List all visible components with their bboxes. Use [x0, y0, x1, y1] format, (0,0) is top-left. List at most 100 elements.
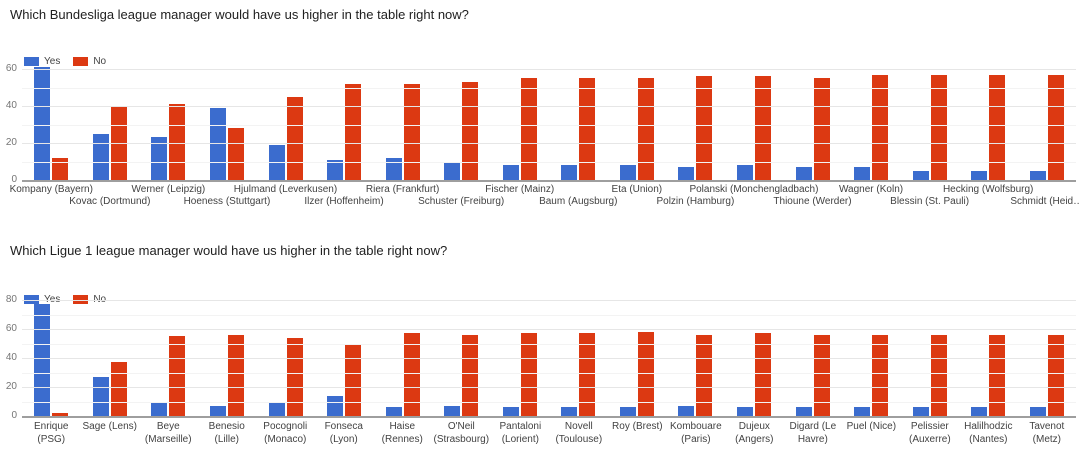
bar-group — [549, 300, 608, 416]
bar-group — [1018, 69, 1077, 180]
bar-yes — [502, 407, 519, 416]
legend: Yes No — [24, 294, 119, 305]
plot-area: 0 20 40 60 — [6, 64, 1077, 185]
bar-yes — [971, 407, 988, 416]
bar-no — [696, 334, 713, 416]
category-label: Fonseca (Lyon) — [324, 421, 363, 445]
bar-no — [813, 334, 830, 416]
bar-no — [872, 74, 889, 180]
gridline — [22, 300, 1076, 301]
bar-no — [169, 104, 186, 180]
legend-item-no: No — [73, 294, 106, 305]
bar-group — [373, 69, 432, 180]
bar-no — [930, 74, 947, 180]
category-label: Sage (Lens) — [82, 421, 137, 432]
gridline — [22, 314, 1076, 316]
category-label: Novell (Toulouse) — [555, 421, 603, 445]
category-label: Roy (Brest) — [612, 421, 663, 432]
bar-no — [462, 81, 479, 180]
bars-container — [22, 300, 1076, 416]
bar-no — [345, 83, 362, 180]
bar-no — [520, 78, 537, 180]
bar-yes — [737, 165, 754, 180]
bar-no — [462, 334, 479, 416]
gridline — [22, 401, 1076, 403]
bar-group — [315, 300, 374, 416]
bar-group — [666, 300, 725, 416]
bar-no — [872, 334, 889, 416]
bar-yes — [912, 407, 929, 416]
category-label: Fischer (Mainz) — [485, 184, 555, 195]
bar-yes — [619, 407, 636, 416]
category-label: Puel (Nice) — [846, 421, 897, 432]
bar-group — [491, 300, 550, 416]
bar-yes — [1029, 407, 1046, 416]
bar-group — [198, 300, 257, 416]
category-label: Enrique (PSG) — [34, 421, 69, 445]
bar-yes — [795, 167, 812, 180]
bar-no — [1047, 334, 1064, 416]
bar-group — [608, 300, 667, 416]
bar-group — [783, 69, 842, 180]
gridline — [22, 161, 1076, 163]
bar-yes — [561, 165, 578, 180]
y-axis-tick-label: 20 — [5, 137, 17, 148]
category-label: Beye (Marseille) — [144, 421, 192, 445]
gridline — [22, 69, 1076, 70]
gridline — [22, 329, 1076, 330]
category-label: Halilhodzic (Nantes) — [964, 421, 1013, 445]
bar-yes — [854, 167, 871, 180]
bar-yes — [92, 133, 109, 180]
bar-group — [959, 69, 1018, 180]
bar-no — [579, 333, 596, 416]
y-axis-tick-label: 40 — [5, 100, 17, 111]
bar-group — [491, 69, 550, 180]
legend: Yes No — [24, 56, 119, 67]
gridline — [22, 372, 1076, 374]
x-axis-labels: Kompany (Bayern) Kovac (Dortmund) Werner (… — [10, 184, 1080, 212]
bar-group — [1018, 300, 1077, 416]
bar-no — [227, 334, 244, 416]
category-label: Hjulmand (Leverkusen) — [233, 184, 338, 195]
legend-item-yes: Yes — [24, 56, 60, 67]
category-label: Blessin (St. Pauli) — [890, 196, 970, 207]
y-axis-tick-label: 60 — [5, 323, 17, 334]
category-label: Kombouare (Paris) — [669, 421, 722, 445]
bar-yes — [268, 402, 285, 416]
bar-group — [725, 69, 784, 180]
y-axis-tick-label: 0 — [11, 174, 17, 185]
bar-yes — [34, 67, 51, 180]
bar-group — [783, 300, 842, 416]
category-label: Dujeux (Angers) — [735, 421, 774, 445]
category-label: Benesio (Lille) — [208, 421, 245, 445]
category-label: Digard (Le Havre) — [789, 421, 837, 445]
bar-yes — [912, 170, 929, 180]
bar-group — [373, 300, 432, 416]
category-label: Thioune (Werder) — [773, 196, 852, 207]
category-label: Kovac (Dortmund) — [69, 196, 151, 207]
legend-label: Yes — [44, 294, 60, 305]
bar-no — [755, 333, 772, 416]
bar-group — [139, 300, 198, 416]
bar-no — [286, 337, 303, 416]
gridline — [22, 87, 1076, 89]
bar-no — [110, 362, 127, 416]
category-label: Werner (Leipzig) — [131, 184, 206, 195]
legend-label: No — [93, 294, 106, 305]
bar-yes — [327, 395, 344, 416]
bar-yes — [619, 165, 636, 180]
bar-yes — [795, 407, 812, 416]
category-label: Polanski (Monchengladbach) — [689, 184, 819, 195]
legend-label: Yes — [44, 56, 61, 67]
gridline — [22, 343, 1076, 345]
bar-yes — [385, 407, 402, 416]
bar-group — [842, 300, 901, 416]
legend-label: No — [93, 56, 107, 67]
bar-group — [549, 69, 608, 180]
category-label: Riera (Frankfurt) — [365, 184, 440, 195]
bar-yes — [678, 167, 695, 180]
category-label: Wagner (Koln) — [838, 184, 904, 195]
bar-yes — [737, 407, 754, 416]
category-label: O'Neil (Strasbourg) — [433, 421, 490, 445]
category-label: Kompany (Bayern) — [9, 184, 93, 195]
